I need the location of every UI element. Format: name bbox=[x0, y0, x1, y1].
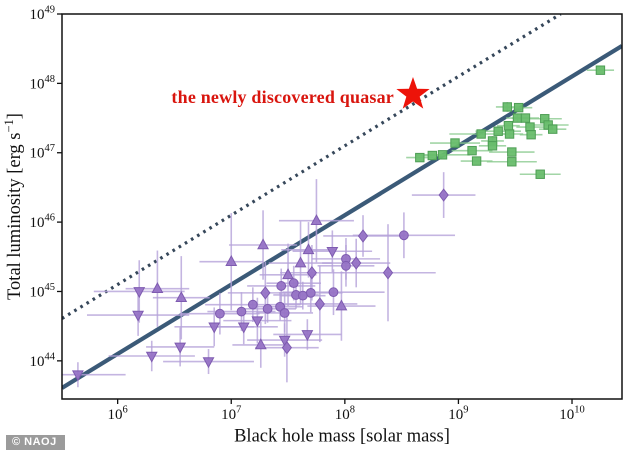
data-point bbox=[341, 260, 351, 271]
data-point bbox=[535, 169, 545, 179]
data-point bbox=[145, 351, 158, 363]
data-point bbox=[214, 308, 225, 319]
solid-relation-line bbox=[62, 44, 622, 390]
green-quasar-squares bbox=[415, 65, 606, 179]
data-point bbox=[279, 308, 290, 318]
data-point bbox=[399, 230, 409, 241]
credit-badge: © NAOJ bbox=[6, 435, 65, 450]
reference-lines-layer bbox=[62, 14, 622, 390]
data-point bbox=[175, 291, 188, 303]
data-point bbox=[174, 342, 187, 354]
quasar-star-marker bbox=[396, 76, 430, 109]
data-point bbox=[237, 322, 250, 334]
tick-label: 1045 bbox=[30, 282, 56, 301]
data-point bbox=[512, 113, 523, 123]
plot-area bbox=[62, 14, 622, 399]
x-axis-label: Black hole mass [solar mass] bbox=[234, 427, 450, 447]
data-point bbox=[437, 150, 448, 160]
data-point bbox=[450, 138, 460, 148]
data-point bbox=[314, 297, 325, 311]
data-point bbox=[513, 102, 524, 113]
data-point bbox=[247, 299, 258, 310]
data-point bbox=[302, 243, 315, 255]
data-point bbox=[151, 282, 164, 294]
data-point bbox=[520, 113, 531, 123]
data-point bbox=[548, 124, 558, 134]
credit-label: © NAOJ bbox=[12, 436, 57, 448]
data-point bbox=[526, 130, 536, 140]
tick-label: 1044 bbox=[30, 351, 56, 370]
data-points-layer bbox=[62, 65, 615, 388]
data-point bbox=[310, 214, 323, 226]
data-point bbox=[357, 229, 369, 243]
newly-discovered-quasar bbox=[396, 76, 430, 109]
axes-ticks-layer: 106 107 108 109 1010 1044 1045 1046 1047 1048 1049 bbox=[30, 5, 585, 424]
data-point bbox=[71, 370, 84, 382]
data-point bbox=[278, 335, 291, 347]
data-point bbox=[595, 65, 606, 75]
purple-agn-points bbox=[71, 188, 449, 382]
tick-label: 1046 bbox=[30, 213, 56, 232]
data-point bbox=[507, 147, 517, 157]
data-point bbox=[208, 322, 221, 334]
data-point bbox=[133, 287, 146, 299]
data-point bbox=[328, 287, 339, 298]
data-point bbox=[282, 268, 294, 280]
data-point bbox=[335, 299, 348, 311]
data-point bbox=[487, 141, 498, 151]
data-point bbox=[476, 129, 486, 139]
data-point bbox=[415, 152, 425, 163]
data-point bbox=[502, 102, 512, 112]
plot-border bbox=[61, 13, 623, 400]
data-point bbox=[504, 129, 515, 139]
tick-label: 1047 bbox=[30, 143, 56, 162]
data-point bbox=[262, 303, 273, 314]
data-point bbox=[351, 256, 362, 270]
tick-label: 109 bbox=[448, 405, 468, 424]
tick-label: 108 bbox=[335, 405, 355, 424]
data-point bbox=[467, 145, 477, 156]
y-axis-label: Total luminosity [erg s−1] bbox=[2, 113, 25, 300]
data-point bbox=[132, 310, 145, 322]
tick-label: 1010 bbox=[559, 405, 585, 424]
data-point bbox=[251, 316, 264, 328]
data-point bbox=[507, 157, 517, 167]
data-point bbox=[202, 357, 215, 369]
tick-label: 1049 bbox=[30, 5, 56, 24]
annotation-text: the newly discovered quasar bbox=[171, 87, 394, 107]
data-point bbox=[236, 306, 247, 317]
data-point bbox=[503, 120, 514, 131]
data-point bbox=[438, 188, 449, 202]
tick-label: 1048 bbox=[30, 74, 56, 93]
data-point bbox=[281, 340, 293, 355]
data-point bbox=[257, 238, 269, 250]
data-point bbox=[276, 281, 287, 291]
data-point bbox=[471, 156, 482, 166]
data-point bbox=[382, 266, 394, 280]
data-point bbox=[306, 266, 318, 280]
data-point bbox=[288, 278, 299, 289]
data-point bbox=[427, 150, 438, 161]
data-point bbox=[493, 126, 503, 136]
data-point bbox=[225, 255, 238, 266]
data-point bbox=[301, 330, 314, 342]
tick-label: 106 bbox=[108, 405, 128, 424]
tick-label: 107 bbox=[221, 405, 241, 424]
data-point bbox=[326, 246, 339, 258]
data-point bbox=[294, 256, 307, 268]
data-point bbox=[260, 286, 271, 300]
data-point bbox=[254, 338, 267, 350]
data-point bbox=[297, 290, 308, 301]
